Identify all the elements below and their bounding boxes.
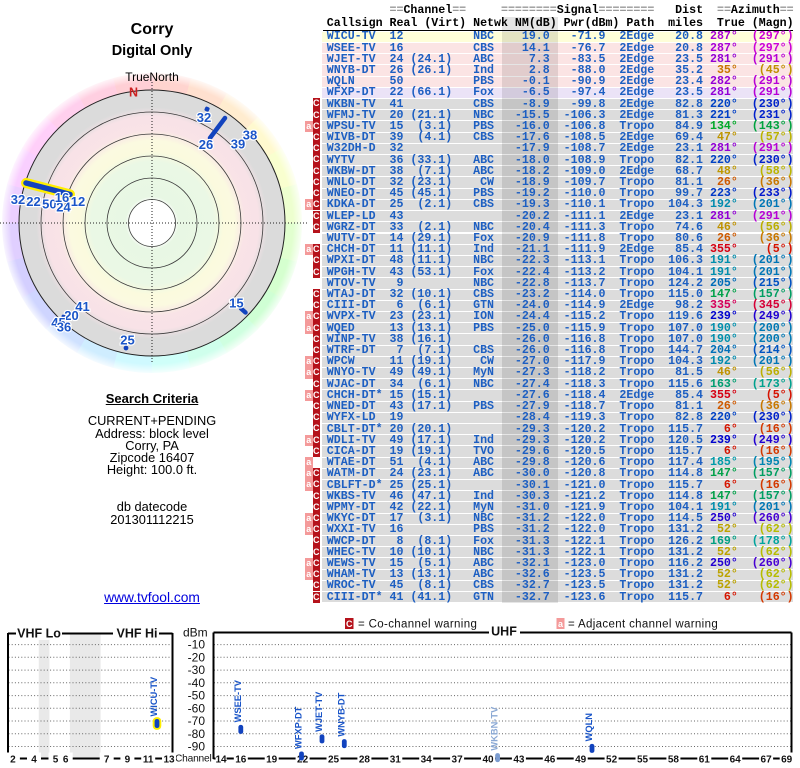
svg-text:40: 40 <box>482 755 494 766</box>
svg-text:-20: -20 <box>188 650 206 664</box>
svg-text:32: 32 <box>197 110 211 125</box>
svg-text:-30: -30 <box>188 663 206 677</box>
svg-text:WQLN: WQLN <box>584 713 594 742</box>
svg-text:19: 19 <box>266 755 278 766</box>
svg-text:-60: -60 <box>188 701 206 715</box>
svg-text:Channel: Channel <box>175 754 212 765</box>
svg-text:WICU-TV: WICU-TV <box>149 676 159 717</box>
svg-text:25: 25 <box>328 755 340 766</box>
svg-text:WSEE-TV: WSEE-TV <box>233 679 243 722</box>
svg-text:24: 24 <box>56 200 71 215</box>
svg-text:-90: -90 <box>188 740 206 754</box>
svg-text:39: 39 <box>231 137 245 152</box>
svg-text:2: 2 <box>10 755 16 766</box>
svg-text:WFXP-DT: WFXP-DT <box>294 706 304 749</box>
svg-text:15: 15 <box>229 295 243 310</box>
svg-text:64: 64 <box>730 755 742 766</box>
svg-text:61: 61 <box>699 755 711 766</box>
svg-text:14: 14 <box>215 755 227 766</box>
svg-text:16: 16 <box>235 755 247 766</box>
svg-text:69: 69 <box>781 755 793 766</box>
svg-text:9: 9 <box>125 755 131 766</box>
svg-text:7: 7 <box>104 755 110 766</box>
svg-text:6: 6 <box>63 755 69 766</box>
svg-text:VHF Lo: VHF Lo <box>17 627 61 641</box>
svg-text:-10: -10 <box>188 638 206 652</box>
svg-text:22: 22 <box>26 194 40 209</box>
svg-text:WJET-TV: WJET-TV <box>314 691 324 732</box>
svg-text:25: 25 <box>120 333 134 348</box>
svg-text:-50: -50 <box>188 689 206 703</box>
svg-text:36: 36 <box>57 320 71 335</box>
svg-text:43: 43 <box>513 755 525 766</box>
svg-text:34: 34 <box>421 755 433 766</box>
svg-text:31: 31 <box>390 755 402 766</box>
svg-text:11: 11 <box>143 755 154 766</box>
svg-text:WNYB-DT: WNYB-DT <box>336 692 346 736</box>
svg-text:52: 52 <box>606 755 618 766</box>
svg-text:5: 5 <box>53 755 59 766</box>
svg-text:41: 41 <box>75 299 89 314</box>
svg-text:50: 50 <box>42 197 56 212</box>
svg-text:58: 58 <box>668 755 680 766</box>
svg-text:-70: -70 <box>188 714 206 728</box>
svg-text:20: 20 <box>64 308 78 323</box>
svg-text:38: 38 <box>243 128 257 143</box>
svg-text:12: 12 <box>71 194 85 209</box>
svg-text:13: 13 <box>163 755 175 766</box>
svg-text:WKBN-TV: WKBN-TV <box>490 706 500 751</box>
svg-text:= Adjacent channel warning: = Adjacent channel warning <box>568 619 718 631</box>
svg-text:32: 32 <box>11 192 25 207</box>
svg-text:45: 45 <box>51 315 65 330</box>
svg-text:C: C <box>346 619 353 629</box>
svg-text:46: 46 <box>544 755 556 766</box>
svg-text:N: N <box>129 86 138 100</box>
svg-text:dBm: dBm <box>183 626 208 640</box>
svg-text:16: 16 <box>55 190 69 205</box>
svg-text:55: 55 <box>637 755 649 766</box>
svg-text:a: a <box>558 619 564 629</box>
svg-text:-80: -80 <box>188 727 206 741</box>
svg-text:37: 37 <box>452 755 464 766</box>
svg-text:67: 67 <box>761 755 773 766</box>
svg-text:-40: -40 <box>188 676 206 690</box>
svg-text:49: 49 <box>575 755 587 766</box>
svg-text:= Co-channel warning: = Co-channel warning <box>358 619 477 631</box>
svg-text:28: 28 <box>359 755 371 766</box>
svg-text:UHF: UHF <box>491 625 517 639</box>
svg-text:4: 4 <box>31 755 37 766</box>
svg-text:26: 26 <box>199 137 213 152</box>
svg-text:VHF Hi: VHF Hi <box>117 627 158 641</box>
